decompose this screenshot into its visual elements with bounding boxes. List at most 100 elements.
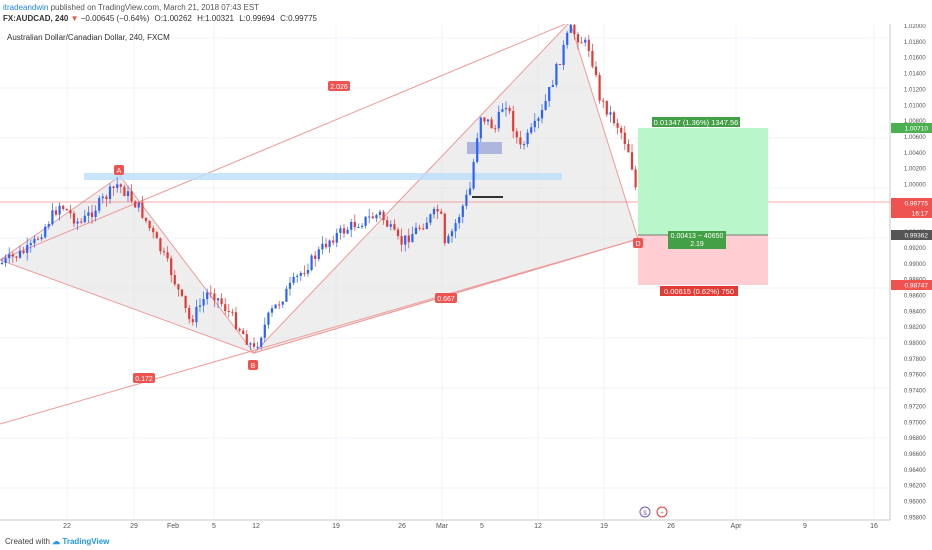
header: itradeandwin published on TradingView.co…	[0, 0, 932, 24]
long-position[interactable]: 0.01347 (1.36%) 1347.56 0.00413 ~ 40650 …	[638, 117, 768, 296]
pattern-line-xc	[0, 24, 567, 261]
candle-body	[306, 270, 310, 274]
candle-body	[508, 107, 511, 112]
split-icon[interactable]	[656, 506, 668, 518]
candle-body	[310, 255, 313, 271]
price-marker-current	[891, 198, 932, 208]
price-tick-label: 0.97200	[904, 404, 926, 410]
candle-body	[4, 258, 7, 263]
candle-body	[195, 306, 198, 323]
published-text: published on TradingView.com, March 21, …	[50, 3, 260, 12]
candle-body	[472, 161, 475, 189]
time-tick-label: Apr	[731, 523, 743, 530]
candle-body	[504, 107, 508, 110]
price-marker-current-label: 0.99775	[905, 201, 929, 208]
price-scale[interactable]: 1.02000 1.01800 1.01600 1.01400 1.01200 1.010…	[889, 24, 932, 521]
price-tick-label: 1.01800	[904, 40, 926, 46]
time-scale[interactable]: 22 29 Feb 5 12 19 26 Mar 5 12 19 26 Apr 9 16	[0, 519, 932, 530]
candle-body	[177, 284, 180, 290]
price-tick-label: 0.97400	[904, 389, 926, 395]
author-link[interactable]: itradeandwin	[3, 3, 49, 12]
candle-body	[238, 328, 241, 331]
candle-body	[270, 308, 274, 313]
price-tick-label: 0.96200	[904, 484, 926, 490]
candle-body	[389, 224, 392, 227]
candle-body	[15, 256, 18, 258]
candle-body	[594, 66, 598, 76]
time-tick-label: 5	[212, 523, 216, 530]
candle-body	[299, 272, 302, 276]
resistance-zone[interactable]	[84, 173, 562, 180]
candle-body	[454, 223, 457, 232]
candle-body	[512, 111, 515, 132]
candle-body	[386, 220, 389, 227]
candle-body	[206, 292, 209, 300]
chart-legend: Australian Dollar/Canadian Dollar, 240, …	[7, 33, 170, 42]
candle-body	[47, 224, 50, 227]
price-marker-entry	[891, 230, 932, 240]
candle-body	[141, 202, 144, 218]
candle-body	[274, 304, 277, 309]
candle-body	[33, 238, 36, 244]
point-b-label: B	[251, 363, 256, 370]
event-icons[interactable]: $ ÷	[639, 506, 668, 518]
price-tick-label: 1.00000	[904, 183, 926, 189]
high-value: 1.00321	[205, 14, 234, 23]
candle-body	[108, 186, 112, 200]
candle-body	[544, 100, 547, 110]
candle-body	[616, 123, 619, 128]
candle-body	[216, 298, 220, 301]
candle-body	[296, 275, 299, 277]
time-tick-label: 22	[63, 523, 71, 530]
candle-body	[58, 205, 61, 215]
candle-body	[620, 127, 623, 133]
candle-body	[436, 208, 439, 212]
candle-body	[252, 343, 256, 347]
candle-body	[148, 220, 151, 229]
price-marker-countdown-label: 16:17	[912, 211, 929, 218]
candle-body	[602, 100, 605, 102]
low-value: 0.99694	[245, 14, 275, 23]
candle-body	[90, 212, 94, 217]
price-tick-label: 0.99200	[904, 246, 926, 252]
candle-body	[18, 250, 22, 258]
price-tick-label: 1.00800	[904, 119, 926, 125]
candle-body	[87, 212, 90, 216]
price-markers: 1.00710 0.99775 16:17 0.99362 0.98747	[891, 123, 932, 290]
candle-body	[548, 87, 551, 101]
candle-body	[134, 201, 137, 208]
price-marker-target-label: 1.00710	[905, 126, 929, 133]
candle-body	[587, 39, 590, 51]
tradingview-logo-icon[interactable]: ☁	[52, 537, 63, 546]
candle-body	[494, 128, 497, 130]
tradingview-brand[interactable]: TradingView	[62, 537, 110, 546]
price-tick-label: 0.96600	[904, 452, 926, 458]
price-tick-label: 1.02000	[904, 24, 926, 30]
close-value: 0.99775	[288, 14, 317, 23]
svg-text:÷: ÷	[660, 511, 664, 517]
candle-body	[562, 44, 565, 65]
candle-body	[292, 276, 295, 283]
dividend-icon[interactable]	[639, 506, 651, 518]
candle-body	[584, 39, 587, 43]
candle-body	[339, 228, 342, 233]
loss-label: 0.00615 (0.62%) 750	[664, 287, 734, 296]
candle-body	[317, 249, 320, 259]
time-tick-label: 29	[130, 523, 138, 530]
candle-body	[396, 229, 400, 237]
candle-body	[242, 330, 245, 335]
candle-body	[458, 216, 461, 224]
candle-body	[198, 305, 202, 307]
candle-body	[623, 132, 626, 145]
candle-body	[490, 119, 493, 129]
candle-body	[530, 127, 533, 133]
candle-body	[130, 191, 133, 202]
price-chart[interactable]: Australian Dollar/Canadian Dollar, 240, …	[0, 24, 932, 530]
candle-body	[497, 111, 500, 129]
time-tick-label: 5	[480, 523, 484, 530]
ratio-label-2: 2.19	[690, 241, 704, 248]
candle-body	[209, 292, 212, 294]
open-label: O:	[154, 14, 163, 23]
candle-body	[123, 186, 126, 197]
order-block[interactable]	[467, 142, 502, 154]
